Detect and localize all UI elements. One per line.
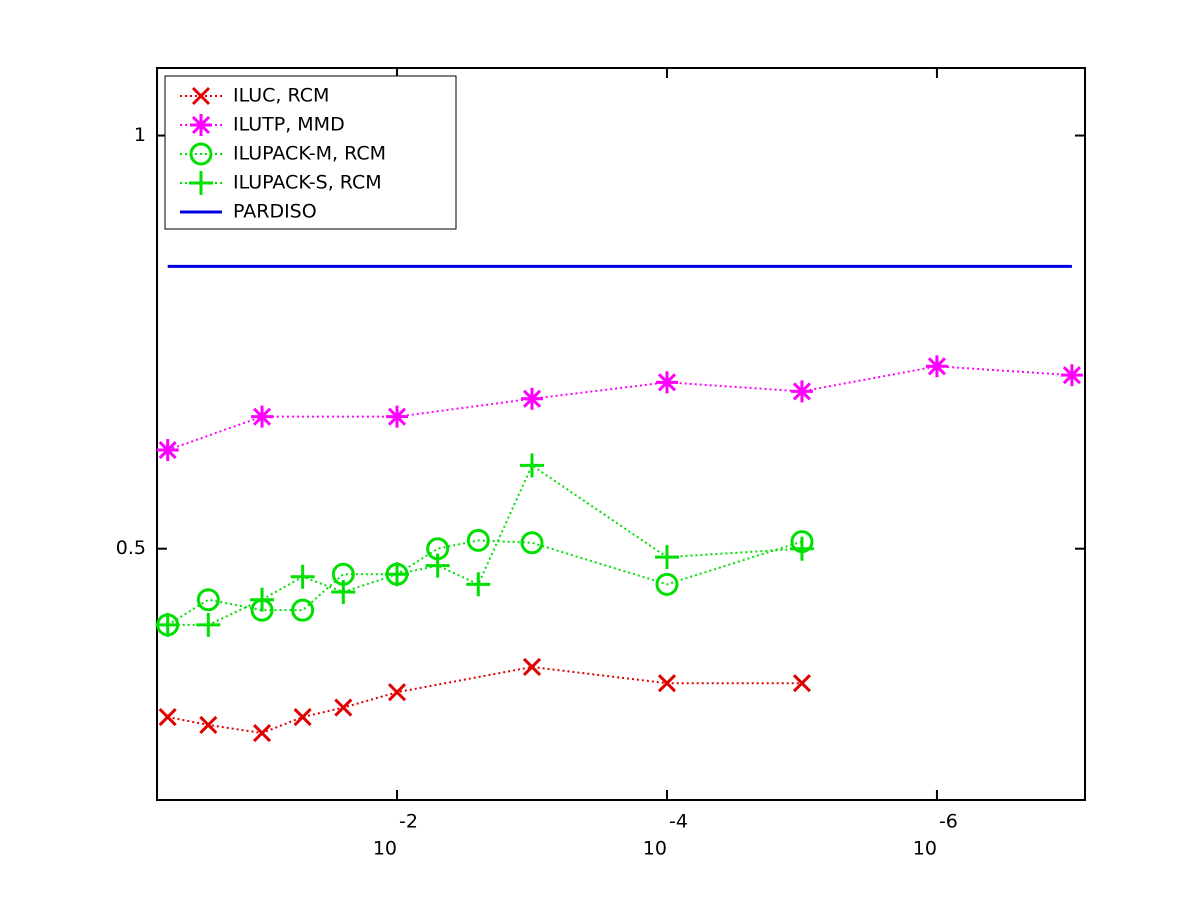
marker	[790, 380, 813, 403]
marker-stroke	[792, 674, 812, 693]
marker	[189, 142, 213, 166]
legend-label: ILUPACK-S, RCM	[233, 172, 382, 194]
marker	[190, 114, 212, 136]
marker-stroke	[293, 707, 312, 727]
marker	[387, 683, 407, 702]
series-line	[167, 365, 1072, 451]
marker-stroke	[199, 715, 218, 735]
marker	[655, 572, 679, 596]
marker-stroke	[927, 357, 946, 376]
marker	[520, 387, 543, 410]
marker	[331, 579, 356, 604]
marker	[792, 674, 812, 693]
marker	[199, 715, 218, 735]
marker-stroke	[387, 683, 407, 702]
marker	[291, 598, 315, 622]
marker-stroke	[657, 674, 677, 693]
marker	[196, 588, 220, 612]
marker-stroke	[522, 389, 542, 408]
marker-stroke	[158, 707, 177, 727]
marker	[386, 405, 409, 428]
marker-circle	[291, 598, 315, 622]
y-tick-label: 0.5	[116, 537, 146, 559]
marker-stroke	[191, 115, 211, 135]
x-tick-exponent: -4	[669, 811, 688, 833]
x-tick-label: 10	[643, 838, 667, 860]
marker	[657, 674, 677, 693]
marker-circle	[655, 572, 679, 596]
marker-stroke	[252, 407, 272, 426]
marker	[520, 531, 544, 555]
marker	[522, 657, 542, 677]
marker	[191, 86, 211, 106]
marker	[655, 371, 678, 394]
legend-label: ILUTP, MMD	[233, 114, 345, 136]
x-tick-label: 10	[913, 838, 937, 860]
marker-stroke	[792, 382, 812, 401]
marker	[156, 439, 179, 462]
marker-circle	[520, 531, 544, 555]
legend	[164, 75, 457, 230]
marker	[158, 707, 177, 727]
marker	[466, 528, 490, 552]
marker	[1060, 364, 1083, 387]
legend-label: ILUPACK-M, RCM	[233, 143, 386, 165]
marker-stroke	[522, 657, 542, 677]
plot-area	[156, 67, 1086, 801]
x-tick-exponent: -2	[399, 811, 418, 833]
marker-stroke	[191, 86, 211, 106]
marker	[196, 612, 221, 637]
marker-circle	[466, 528, 490, 552]
marker	[789, 536, 814, 561]
marker	[519, 453, 544, 478]
marker	[155, 612, 180, 637]
marker	[654, 545, 679, 570]
marker	[925, 355, 948, 378]
marker	[425, 553, 450, 578]
marker	[252, 723, 272, 743]
marker	[385, 562, 410, 587]
marker	[466, 572, 491, 597]
marker-stroke	[334, 698, 353, 717]
marker-stroke	[158, 440, 177, 460]
marker-circle	[189, 142, 213, 166]
y-tick-label: 1	[134, 124, 146, 146]
marker-stroke	[657, 373, 677, 392]
marker-circle	[196, 588, 220, 612]
x-tick-exponent: -6	[939, 811, 958, 833]
marker	[334, 698, 353, 717]
legend-label: PARDISO	[233, 201, 317, 223]
marker-stroke	[252, 723, 272, 743]
marker	[293, 707, 312, 727]
legend-label: ILUC, RCM	[233, 85, 329, 107]
marker	[250, 587, 275, 612]
marker	[189, 171, 213, 195]
marker	[251, 405, 274, 428]
marker	[290, 564, 315, 589]
marker-stroke	[387, 407, 407, 426]
x-tick-label: 10	[373, 838, 397, 860]
marker-stroke	[1062, 366, 1081, 385]
